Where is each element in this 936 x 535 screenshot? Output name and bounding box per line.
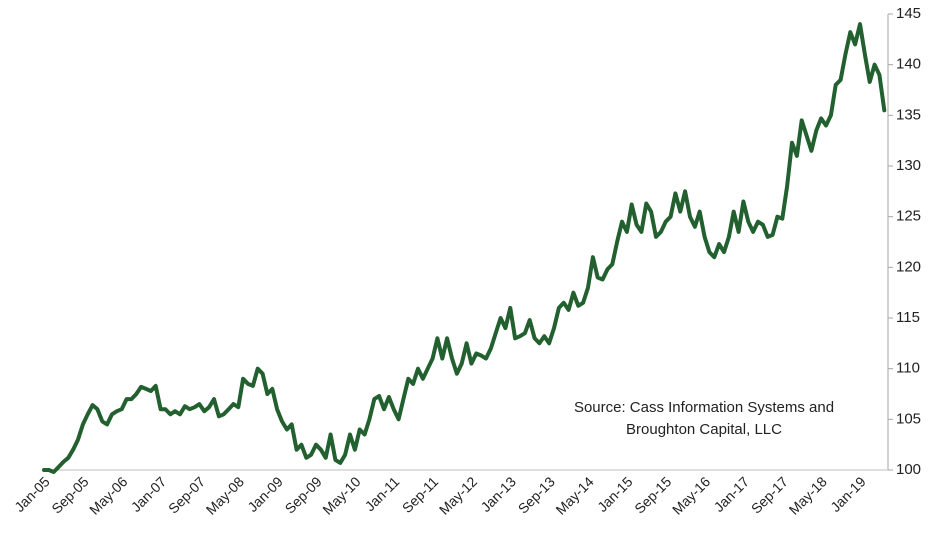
annotation: Source: Cass Information Systems and [574,399,834,416]
x-tick-label: Sep-15 [631,473,674,516]
x-tick-label: Sep-13 [515,473,558,516]
x-tick-label: May-08 [203,473,247,517]
y-tick-label: 100 [896,461,921,478]
x-tick-label: Sep-05 [48,473,91,516]
x-tick-label: Jan-13 [477,473,519,515]
x-tick-label: Jan-09 [244,473,286,515]
annotation: Broughton Capital, LLC [626,421,782,438]
x-tick-label: Sep-09 [281,473,324,516]
x-tick-label: May-16 [669,473,713,517]
x-tick-label: May-18 [786,473,830,517]
x-tick-label: Sep-17 [748,473,791,516]
x-tick-label: Jan-17 [711,473,753,515]
y-tick-label: 125 [896,208,921,225]
x-tick-label: Sep-07 [165,473,208,516]
x-tick-label: Jan-19 [827,473,869,515]
y-tick-label: 115 [896,309,920,326]
y-tick-label: 135 [896,106,921,123]
x-tick-label: May-06 [86,473,130,517]
x-tick-label: Sep-11 [399,473,442,516]
y-tick-label: 130 [896,157,921,174]
y-tick-label: 120 [896,258,921,275]
x-tick-label: May-14 [552,473,596,517]
y-tick-label: 110 [896,360,920,377]
x-tick-label: Jan-11 [362,473,403,514]
y-tick-label: 140 [896,56,921,73]
x-tick-label: May-10 [319,473,363,517]
y-tick-label: 145 [896,5,921,22]
y-tick-label: 105 [896,410,921,427]
data-line [42,22,887,474]
x-tick-label: Jan-07 [128,473,170,515]
x-tick-label: May-12 [436,473,480,517]
x-tick-label: Jan-15 [594,473,636,515]
x-tick-label: Jan-05 [11,473,53,515]
